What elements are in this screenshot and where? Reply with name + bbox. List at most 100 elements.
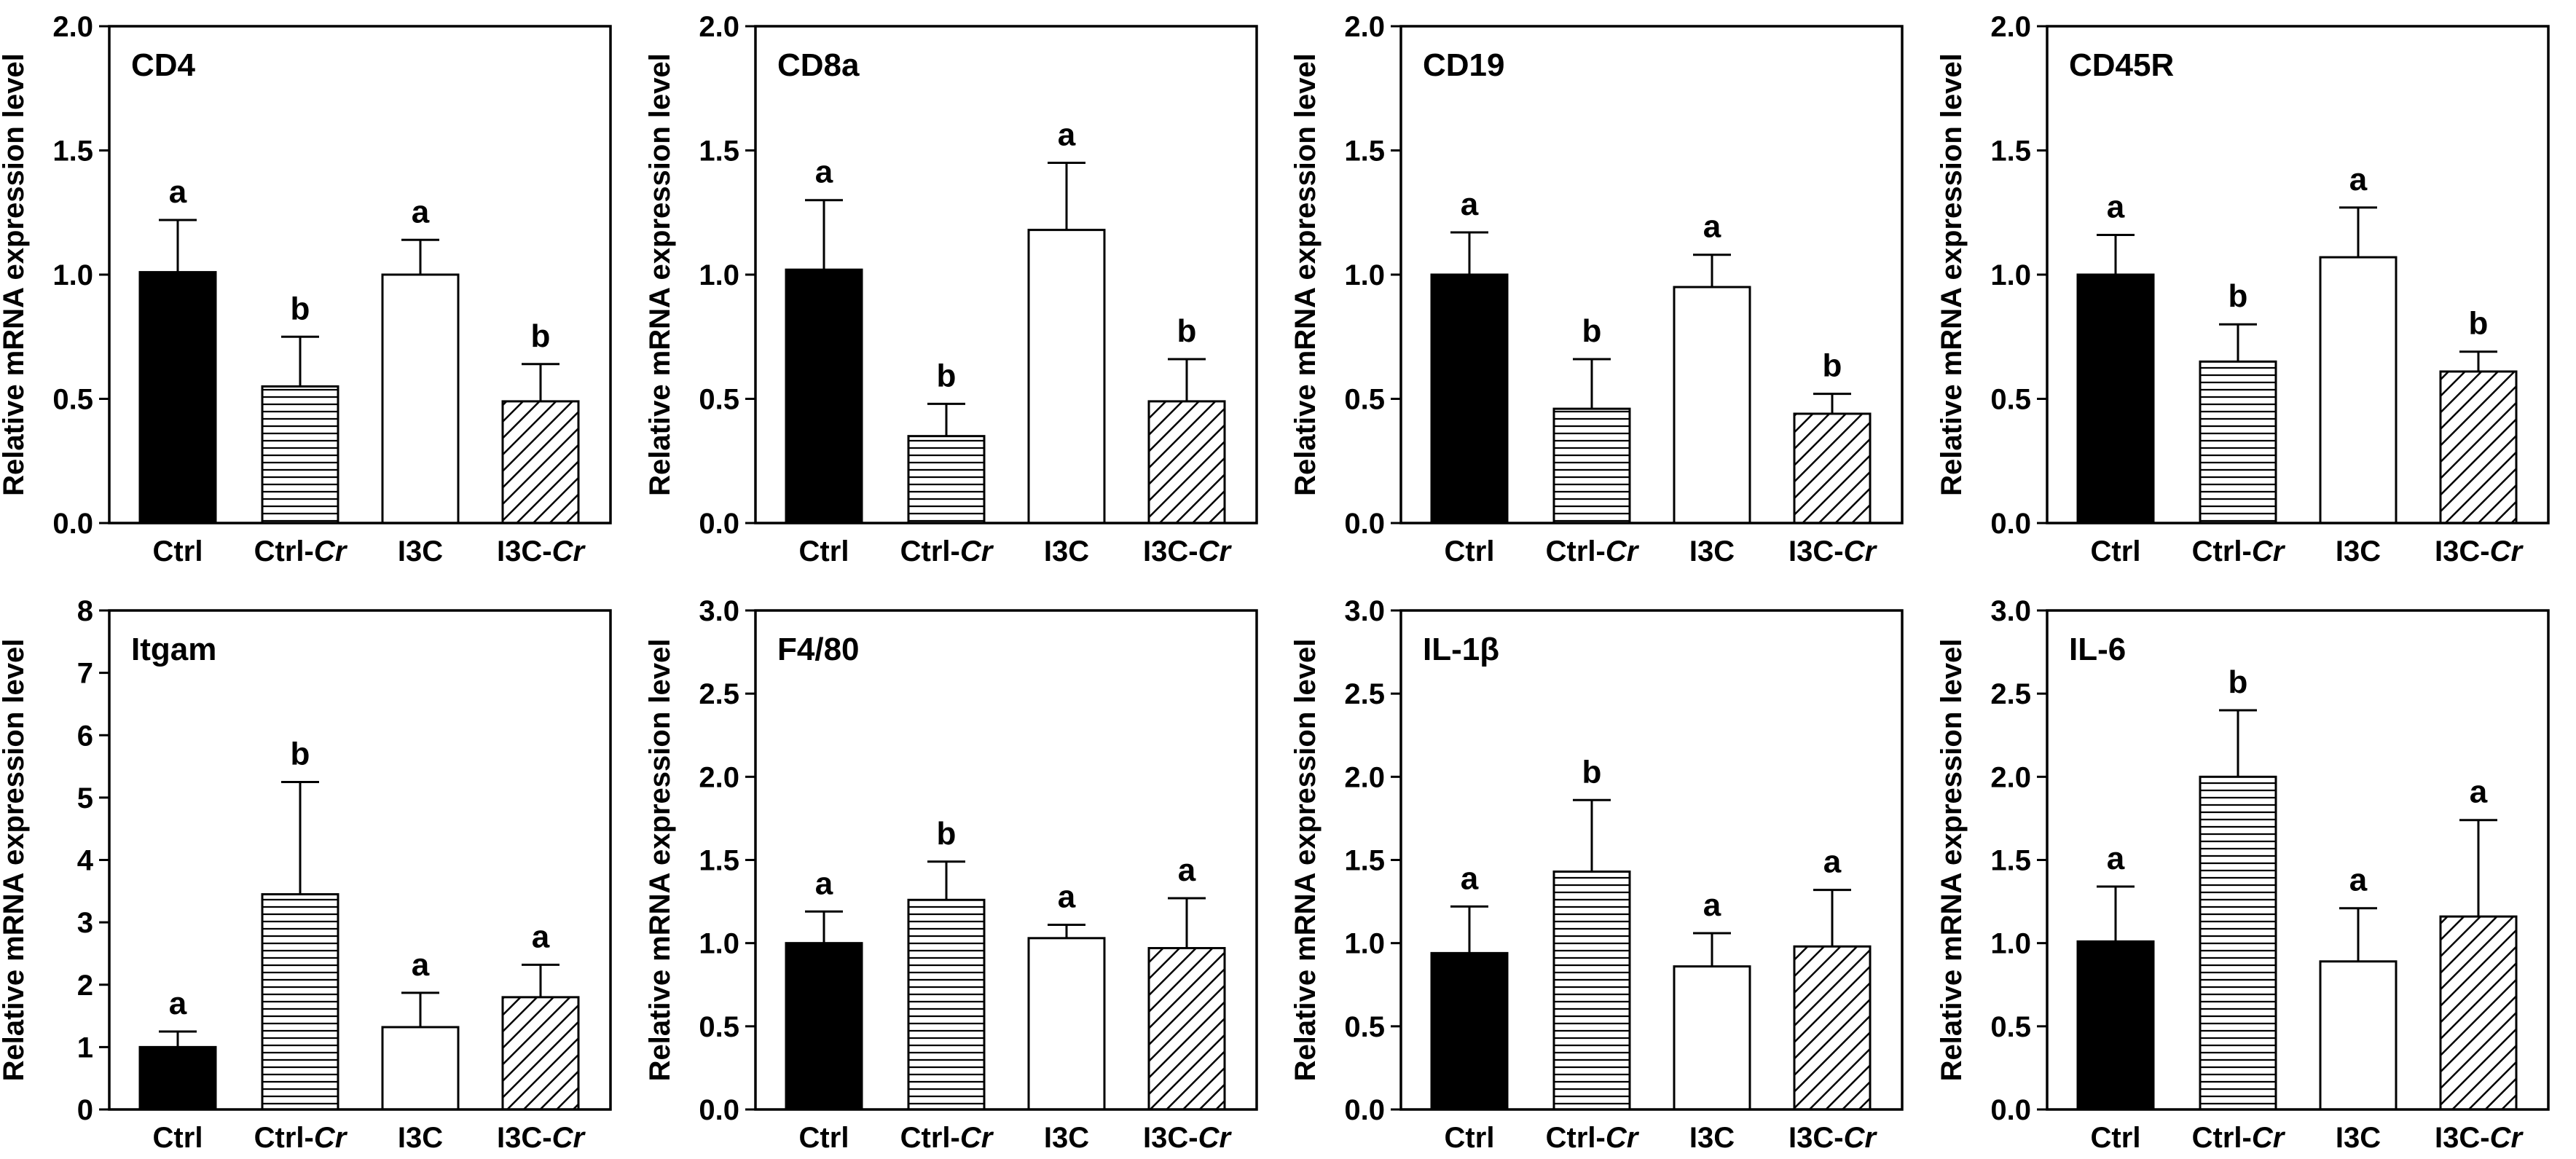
significance-letter: b — [2229, 664, 2248, 700]
y-tick-label: 1.0 — [1990, 259, 2031, 291]
x-tick-label-main: Ctrl- — [2192, 1122, 2252, 1154]
y-tick-label: 2.0 — [1344, 761, 1385, 793]
x-tick-label: I3C-Cr — [497, 535, 586, 567]
y-tick-label: 1.5 — [1344, 135, 1385, 168]
bar-horizontal-lines — [1552, 870, 1631, 1111]
x-tick-label-italic: Cr — [552, 535, 586, 567]
y-tick-label: 3 — [77, 907, 93, 939]
x-tick-label-main: Ctrl — [1445, 1122, 1495, 1154]
x-tick-label-main: Ctrl- — [1546, 535, 1606, 567]
significance-letter: a — [2349, 863, 2368, 898]
significance-letter: a — [169, 986, 187, 1021]
y-tick-label: 7 — [77, 658, 93, 690]
y-tick-label: 0.0 — [699, 1094, 739, 1126]
bar-horizontal-lines — [1552, 407, 1631, 525]
significance-letter: a — [2107, 189, 2125, 224]
significance-letter: b — [291, 291, 310, 326]
x-tick-label-italic: Cr — [2490, 535, 2524, 567]
x-tick-label-main: Ctrl — [2091, 1122, 2141, 1154]
bar-solid-black — [138, 271, 217, 525]
y-tick-label: 2.0 — [1990, 761, 2031, 793]
significance-letter: b — [937, 358, 957, 393]
x-tick-label-italic: Cr — [2490, 1122, 2524, 1154]
x-tick-label-main: Ctrl — [153, 535, 203, 567]
x-tick-label-main: I3C — [398, 535, 443, 567]
x-tick-label-main: Ctrl — [799, 535, 849, 567]
plot-frame — [1399, 25, 1904, 525]
y-axis-label: Relative mRNA expression level — [0, 639, 30, 1082]
plot-frame — [2046, 25, 2550, 525]
bar-horizontal-lines — [2199, 360, 2277, 525]
significance-letter: a — [1178, 852, 1196, 888]
significance-letter: b — [937, 816, 957, 852]
x-tick-label: Ctrl — [799, 1122, 849, 1154]
y-tick-label: 2.5 — [699, 678, 739, 710]
significance-letter: b — [1823, 348, 1842, 384]
x-tick-label-italic: Cr — [960, 535, 994, 567]
chart-panel-5: Relative mRNA expression level 0.0 0.5 1.0 1… — [644, 595, 1258, 1154]
chart-panel-2: Relative mRNA expression level 0.0 0.5 1.0 1… — [1289, 11, 1904, 567]
bar-white — [1673, 965, 1751, 1111]
x-tick-label-main: I3C- — [1143, 535, 1198, 567]
y-tick-label: 3.0 — [699, 595, 739, 627]
y-tick-label: 2 — [77, 970, 93, 1002]
chart-panel-0: Relative mRNA expression level 0.0 0.5 1.0 1… — [0, 11, 612, 567]
y-axis-label: Relative mRNA expression level — [1289, 53, 1322, 496]
x-tick-label-italic: Cr — [552, 1122, 586, 1154]
bar-white — [1027, 229, 1106, 525]
x-tick-label: I3C — [398, 535, 443, 567]
bar-diagonal-hatch — [501, 400, 580, 525]
significance-letter: a — [2107, 841, 2125, 876]
significance-letter: a — [815, 154, 833, 190]
bar-diagonal-hatch — [1147, 400, 1226, 525]
y-tick-label: 2.0 — [699, 761, 739, 793]
significance-letter: b — [1582, 313, 1602, 349]
bar-white — [2319, 256, 2398, 525]
y-tick-label: 1 — [77, 1032, 93, 1064]
significance-letter: b — [291, 736, 310, 771]
x-tick-label-main: I3C- — [1788, 535, 1844, 567]
chart-panel-4: Relative mRNA expression level 0 1 2 3 4 5 6 7 8 a… — [0, 595, 612, 1154]
x-tick-label: Ctrl-Cr — [900, 535, 994, 567]
x-tick-label: Ctrl — [153, 535, 203, 567]
bar-diagonal-hatch — [501, 996, 580, 1111]
bar-solid-black — [1430, 273, 1509, 525]
x-tick-label-main: Ctrl- — [1546, 1122, 1606, 1154]
y-tick-label: 0.5 — [1344, 384, 1385, 416]
x-tick-label-italic: Cr — [314, 1122, 348, 1154]
y-tick-label: 2.0 — [1344, 11, 1385, 43]
bar-white — [381, 273, 460, 525]
x-tick-label: Ctrl-Cr — [2192, 535, 2286, 567]
bar-diagonal-hatch — [2439, 370, 2518, 525]
x-tick-label: I3C-Cr — [2435, 535, 2524, 567]
y-tick-label: 2.0 — [52, 11, 93, 43]
y-tick-label: 0.0 — [52, 508, 93, 540]
x-tick-label-italic: Cr — [1198, 1122, 1233, 1154]
x-tick-label: Ctrl-Cr — [2192, 1122, 2286, 1154]
x-tick-label-main: Ctrl — [1445, 535, 1495, 567]
x-tick-label: I3C — [398, 1122, 443, 1154]
significance-letter: a — [2349, 162, 2368, 197]
y-tick-label: 1.5 — [1344, 845, 1385, 877]
y-tick-label: 1.5 — [52, 135, 93, 168]
x-tick-label-italic: Cr — [314, 535, 348, 567]
significance-letter: a — [1823, 844, 1842, 880]
x-tick-label-main: Ctrl- — [254, 535, 314, 567]
x-tick-label-main: I3C- — [2435, 535, 2490, 567]
x-tick-label-main: Ctrl- — [2192, 535, 2252, 567]
significance-letter: a — [1703, 209, 1721, 245]
y-tick-label: 1.0 — [52, 259, 93, 291]
x-tick-label-main: I3C — [1044, 535, 1089, 567]
significance-letter: a — [2470, 774, 2488, 810]
x-tick-label: I3C — [1689, 1122, 1735, 1154]
bar-solid-black — [1430, 951, 1509, 1111]
x-tick-label-main: I3C — [1689, 535, 1735, 567]
y-axis-label: Relative mRNA expression level — [644, 639, 676, 1082]
bar-horizontal-lines — [2199, 775, 2277, 1111]
chart-panel-7: Relative mRNA expression level 0.0 0.5 1.0 1… — [1936, 595, 2550, 1154]
significance-letter: a — [412, 947, 430, 983]
significance-letter: a — [1058, 879, 1076, 915]
x-tick-label: I3C — [2336, 535, 2381, 567]
x-tick-label: Ctrl — [2091, 535, 2141, 567]
